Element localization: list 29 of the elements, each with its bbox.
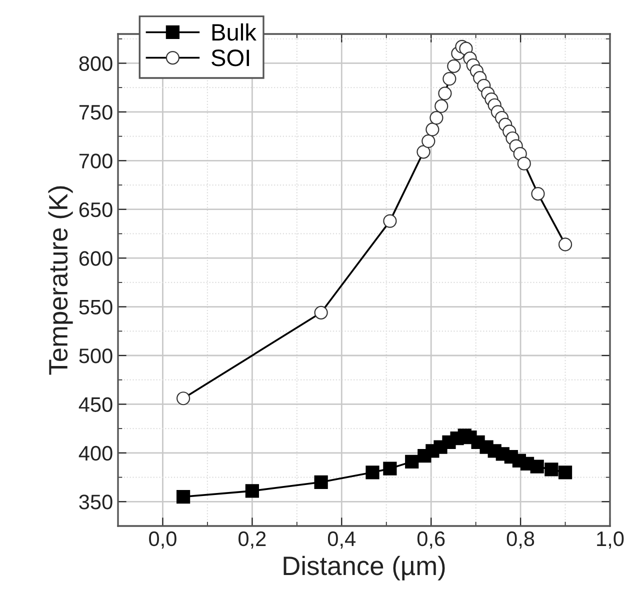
y-tick-label: 800 <box>79 56 112 71</box>
x-tick-label: 0,2 <box>238 531 266 549</box>
x-tick-label: 0,6 <box>417 531 445 549</box>
point <box>530 460 544 474</box>
y-tick-label: 550 <box>79 300 112 315</box>
point <box>405 454 419 469</box>
y-tick-label: 600 <box>79 251 112 266</box>
point <box>176 490 190 504</box>
legend-label: SOI <box>212 50 249 66</box>
point <box>383 462 397 476</box>
y-tick-label: 750 <box>79 104 112 120</box>
x-tick-label: 0,0 <box>149 531 176 549</box>
y-tick-label: 700 <box>79 154 112 168</box>
y-axis-title: Temperature (K) <box>48 186 73 375</box>
y-tick-label: 350 <box>79 494 112 510</box>
point <box>366 466 380 480</box>
x-tick-label: 0,4 <box>328 531 356 549</box>
point <box>245 484 259 498</box>
legend-label: Bulk <box>212 23 256 41</box>
point <box>544 462 558 476</box>
point <box>558 466 572 480</box>
x-tick-label: 0,8 <box>506 531 534 549</box>
y-tick-label: 500 <box>79 348 112 364</box>
y-tick-label: 400 <box>78 446 112 461</box>
point <box>314 475 328 489</box>
y-tick-label: 450 <box>78 397 112 412</box>
x-tick-label: 1,0 <box>597 531 624 549</box>
x-axis-title: Distance (µm) <box>284 556 445 580</box>
y-tick-label: 650 <box>79 202 112 218</box>
